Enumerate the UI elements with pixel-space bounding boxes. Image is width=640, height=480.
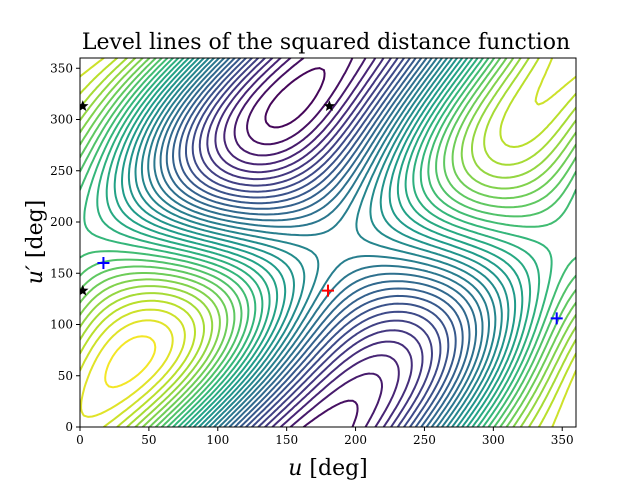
contour-level-0 [104,335,157,389]
x-tick-label: 350 [551,433,574,447]
contour-level-25 [185,58,450,427]
x-axis-label-unit: [deg] [302,456,367,480]
plot-frame [79,57,577,428]
contour-level-1 [80,319,174,418]
x-tick-label: 250 [413,433,436,447]
contour-level-3 [80,58,576,427]
x-tick-label: 200 [344,433,367,447]
contour-level-23 [172,58,464,427]
contour-level-15 [121,58,517,427]
y-tick-label: 50 [58,369,73,383]
contour-level-33 [264,67,326,129]
contour-level-13 [105,58,532,427]
y-axis-label-unit: [deg] [23,200,48,265]
contour-level-4 [80,58,576,427]
contour-level-14 [113,58,524,427]
contour-level-30 [223,58,400,427]
x-tick-label: 0 [76,433,84,447]
y-tick-label: 200 [50,215,73,229]
y-axis-label: u′ [deg] [23,200,48,285]
star-marker-5 [323,100,336,111]
x-axis-label: u [deg] [288,456,368,480]
cross-marker-1 [97,257,110,269]
contour-level-18 [140,58,497,427]
x-tick-label: 50 [141,433,156,447]
contour-level-8 [80,58,576,427]
x-axis-label-variable: u [288,456,302,480]
contour-lines [80,58,576,427]
contour-level-29 [214,58,413,427]
y-tick-label: 250 [50,164,73,178]
contour-level-32 [246,58,359,427]
markers [80,100,563,325]
x-tick-label: 150 [275,433,298,447]
y-tick-label: 150 [50,266,73,280]
cross-marker-0 [322,284,334,297]
contour-level-22 [165,58,471,427]
chart-title: Level lines of the squared distance func… [82,30,570,55]
contour-level-11 [83,58,553,427]
x-tick-label: 100 [206,433,229,447]
y-axis-ticks: 0 50 100 150 200 250 300 350 [50,61,80,434]
contour-level-26 [191,58,442,427]
contour-level-19 [147,58,490,427]
x-tick-label: 300 [482,433,505,447]
cross-marker-2 [550,312,563,325]
star-marker-4 [80,284,89,296]
y-tick-label: 350 [50,61,73,75]
contour-level-27 [198,58,433,427]
y-tick-label: 0 [65,420,73,434]
contour-level-10 [80,58,576,427]
x-axis-ticks: 0 50 100 150 200 250 300 350 [76,427,574,447]
y-axis-label-variable: u′ [23,265,48,284]
star-marker-3 [80,100,89,111]
contour-level-5 [80,58,576,427]
y-tick-label: 300 [50,113,73,127]
y-tick-label: 100 [50,318,73,332]
contour-level-6 [80,58,576,427]
